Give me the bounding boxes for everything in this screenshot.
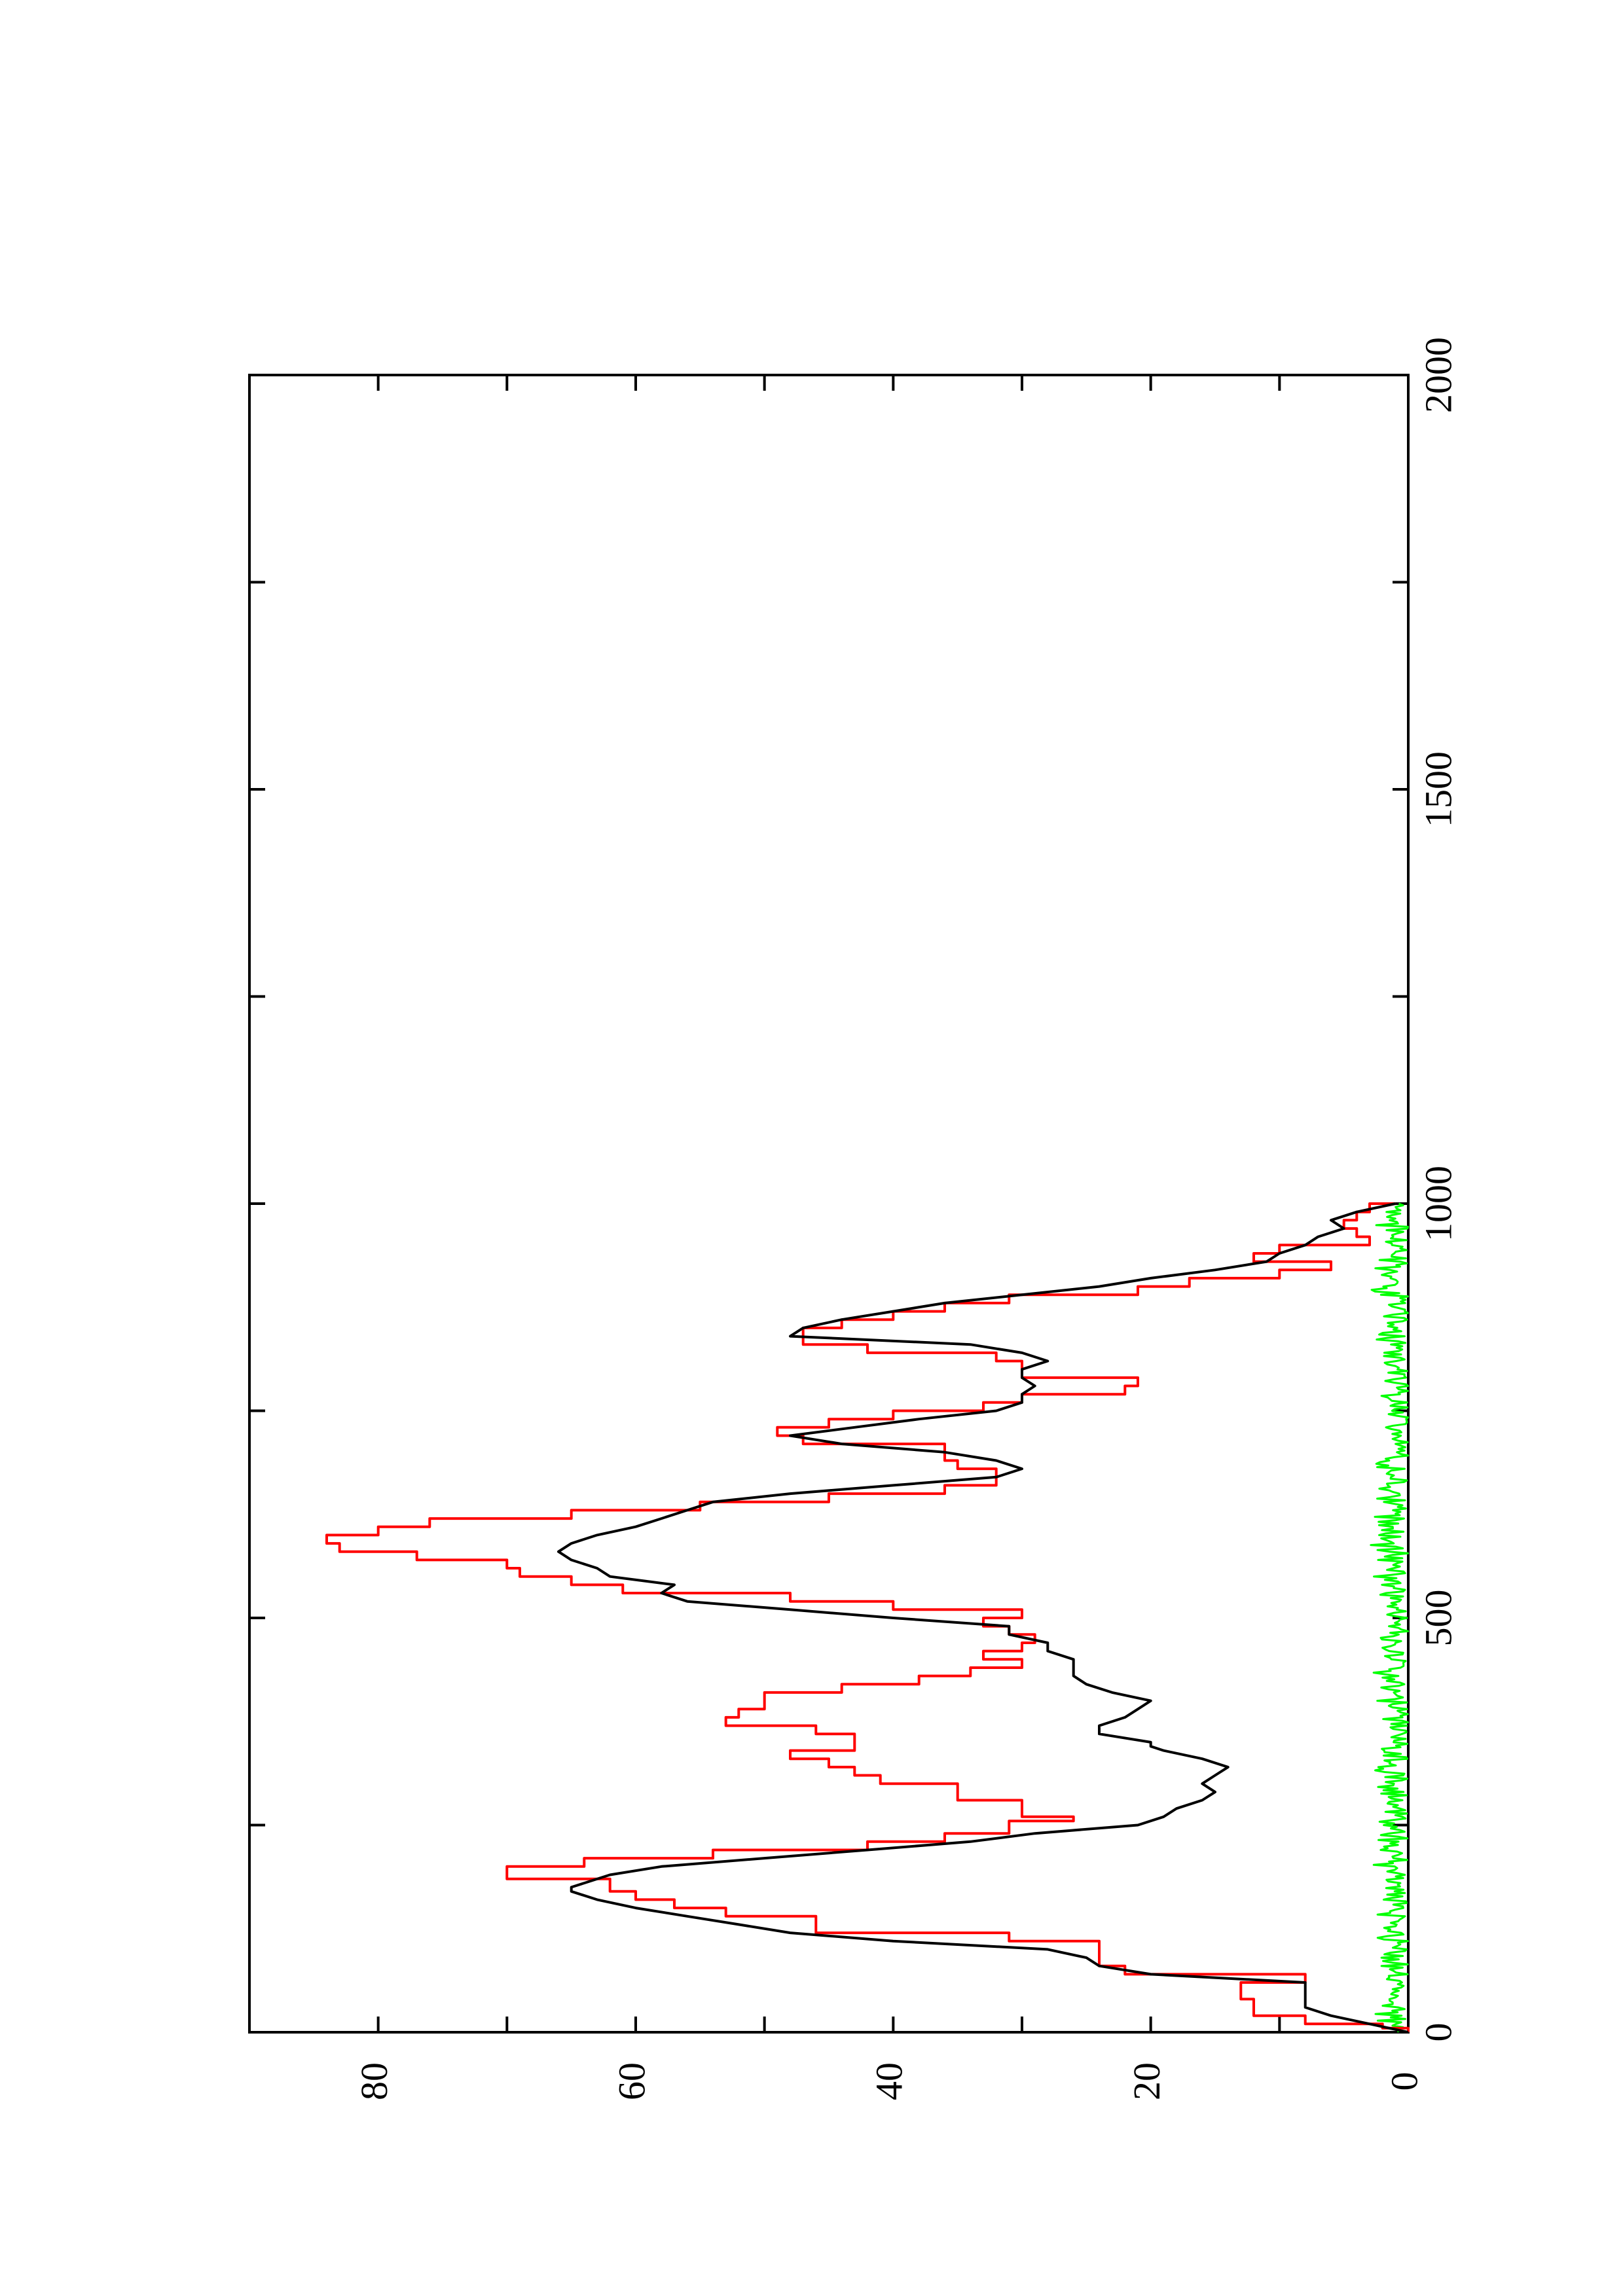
y-tick-label: 0 — [1383, 2072, 1425, 2091]
y-tick-label: 40 — [868, 2062, 911, 2100]
series-line — [557, 1202, 1409, 2034]
x-tick-label: 500 — [1417, 1590, 1459, 1647]
series-line — [325, 1202, 1410, 2032]
tick-marks — [249, 374, 1410, 2034]
series-layer — [325, 1202, 1410, 2034]
series-line — [1370, 1202, 1410, 2033]
x-tick-label: 0 — [1417, 2023, 1459, 2042]
x-tick-label: 1000 — [1417, 1166, 1459, 1242]
plot-frame — [248, 374, 1410, 2034]
x-tick-label: 1500 — [1417, 751, 1459, 827]
x-tick-label: 2000 — [1417, 337, 1459, 413]
tick-labels: 0 500 1000 1500 2000 0 20 40 60 80 — [353, 337, 1459, 2100]
y-tick-label: 20 — [1125, 2062, 1168, 2100]
y-tick-label: 60 — [610, 2062, 653, 2100]
y-tick-label: 80 — [353, 2062, 395, 2100]
